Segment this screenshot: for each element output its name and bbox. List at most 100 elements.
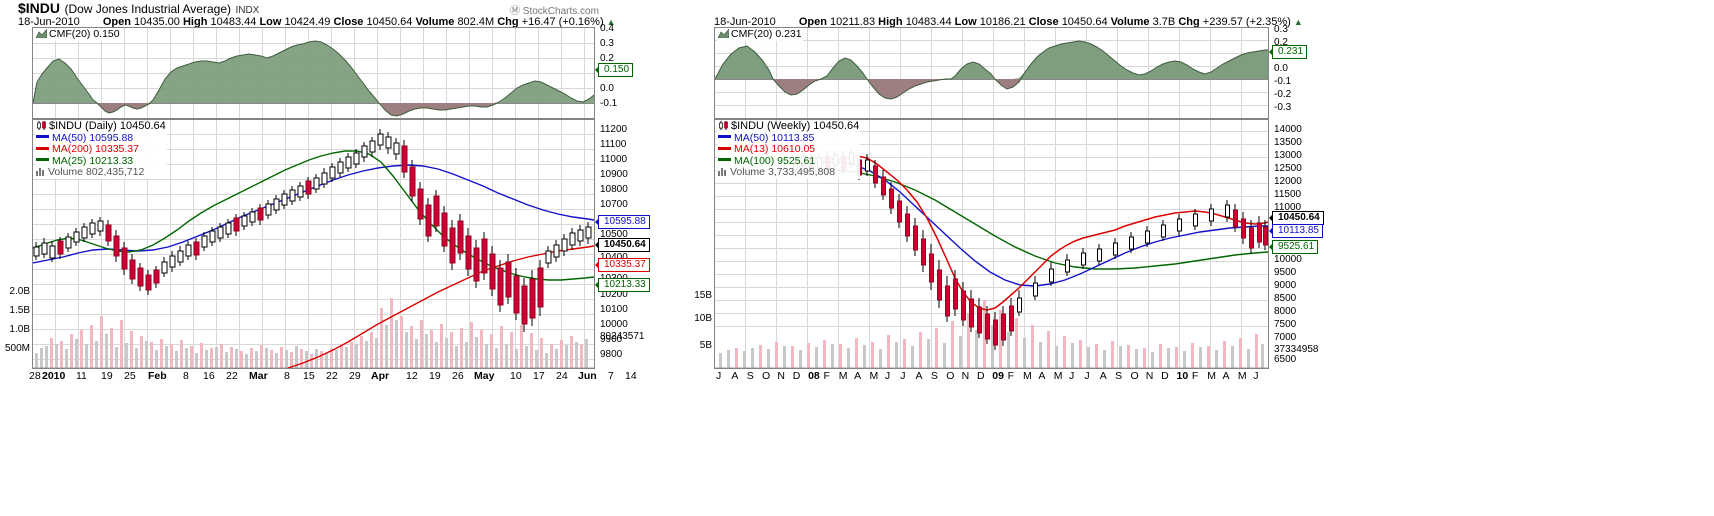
x-tick: 24 xyxy=(556,370,568,382)
weekly-cmf-plot xyxy=(715,28,1268,118)
x-tick: J xyxy=(1253,370,1259,382)
price-ytick: 7500 xyxy=(1274,319,1297,330)
price-ytick: 10200 xyxy=(600,289,628,300)
daily-symbol: $INDU xyxy=(18,0,61,16)
weekly-price-title: $INDU (Weekly) 10450.64 xyxy=(731,120,860,132)
stockcharts-watermark: Ⓜ StockCharts.com xyxy=(510,2,599,17)
weekly-volume-bars xyxy=(715,300,1268,368)
x-tick: 28 xyxy=(29,370,41,382)
price-ytick: 13000 xyxy=(1274,150,1302,161)
price-ytick: 12500 xyxy=(1274,163,1302,174)
weekly-ma2-row: MA(13) 10610.05 xyxy=(718,143,859,156)
volume-ytick: 1.0B xyxy=(9,324,30,335)
weekly-ma1-row: MA(50) 10113.85 xyxy=(718,131,859,145)
daily-chg-label: Chg xyxy=(497,16,519,28)
daily-low-value: 10424.49 xyxy=(284,16,331,28)
cmf-ytick: 0.3 xyxy=(1274,24,1288,35)
candlestick-icon xyxy=(718,121,729,130)
daily-close-flag: 10450.64 xyxy=(595,238,650,252)
x-tick: Mar xyxy=(249,370,268,382)
daily-volume-label: Volume 802,435,712 xyxy=(48,166,145,178)
x-tick: 10 xyxy=(1176,370,1189,382)
weekly-price-panel: $INDU (Weekly) 10450.64 MA(50) 10113.85 … xyxy=(714,119,1269,369)
watermark-text: StockCharts.com xyxy=(522,6,599,17)
daily-high-value: 10483.44 xyxy=(210,16,257,28)
cmf-ytick: 0.3 xyxy=(600,38,614,49)
volume-ytick: 15B xyxy=(694,290,712,301)
weekly-cmf-label: CMF(20) 0.231 xyxy=(731,28,802,40)
price-ytick: 11000 xyxy=(600,154,628,165)
daily-cmf-plot xyxy=(33,28,594,118)
daily-high-label: High xyxy=(182,16,208,28)
x-tick: N xyxy=(961,370,970,382)
daily-quote-line: 18-Jun-2010 Open 10435.00 High 10483.44 … xyxy=(18,16,616,28)
daily-ma1-label: MA(50) 10595.88 xyxy=(52,131,134,144)
weekly-ma1-label: MA(50) 10113.85 xyxy=(734,131,815,144)
x-tick: Feb xyxy=(148,370,167,382)
price-ytick: 11500 xyxy=(1274,189,1302,200)
x-tick: M xyxy=(838,370,848,382)
daily-chart-title: $INDU (Dow Jones Industrial Average) IND… xyxy=(18,0,259,18)
price-ytick: 10000 xyxy=(1274,254,1302,265)
ma200-swatch xyxy=(36,146,49,150)
ma50-swatch xyxy=(36,135,49,139)
weekly-close-label: Close xyxy=(1028,16,1059,28)
x-tick: J xyxy=(900,370,906,382)
x-tick: S xyxy=(930,370,938,382)
price-ytick: 11200 xyxy=(600,124,628,135)
cmf-ytick: 0.0 xyxy=(1274,63,1288,74)
x-tick: 19 xyxy=(429,370,441,382)
weekly-ma2-label: MA(13) 10610.05 xyxy=(734,143,816,155)
price-ytick: 8000 xyxy=(1274,306,1297,317)
price-ytick: 9800 xyxy=(600,349,623,360)
price-ytick: 10700 xyxy=(600,199,628,210)
weekly-volume-value: 3.7B xyxy=(1152,16,1176,28)
volume-ytick: 500M xyxy=(4,343,30,354)
x-tick: 12 xyxy=(406,370,418,382)
x-tick: May xyxy=(474,370,495,382)
daily-cmf-value-flag: 0.150 xyxy=(594,63,634,77)
x-tick: A xyxy=(854,370,862,382)
daily-ma3-row: MA(25) 10213.33 xyxy=(36,155,166,168)
x-tick: F xyxy=(823,370,830,382)
x-tick: S xyxy=(746,370,754,382)
daily-volume-label: Volume xyxy=(415,16,455,28)
weekly-low-value: 10186.21 xyxy=(979,16,1026,28)
x-tick: 19 xyxy=(101,370,113,382)
x-tick: Apr xyxy=(371,370,390,382)
daily-close-label: Close xyxy=(333,16,364,28)
x-tick: F xyxy=(1007,370,1015,382)
x-tick: 17 xyxy=(533,370,545,382)
weekly-ma13-line xyxy=(796,155,1268,311)
daily-price-title: $INDU (Daily) 10450.64 xyxy=(49,120,166,132)
daily-volume-flag: 80243571 xyxy=(600,331,645,342)
daily-volume-row: Volume 802,435,712 xyxy=(36,166,166,179)
weekly-close-value: 10450.64 xyxy=(1061,16,1108,28)
volume-bars-icon xyxy=(36,167,46,176)
daily-ma2-row: MA(200) 10335.37 xyxy=(36,143,166,156)
cmf-ytick: -0.2 xyxy=(1274,89,1292,100)
weekly-price-plot xyxy=(715,120,1268,368)
daily-price-plot xyxy=(33,120,594,368)
cmf-ytick: 0.2 xyxy=(600,53,614,64)
x-tick: A xyxy=(1222,370,1230,382)
x-tick: 11 xyxy=(76,370,87,382)
x-tick: M xyxy=(1207,370,1216,382)
x-tick: M xyxy=(1053,370,1063,382)
cmf-ytick: -0.1 xyxy=(1274,76,1292,87)
x-tick: 26 xyxy=(452,370,464,382)
weekly-high-value: 10483.44 xyxy=(905,16,952,28)
weekly-volume-row: Volume 3,733,495,808 xyxy=(718,166,859,179)
ma100-swatch xyxy=(718,158,731,162)
daily-price-legend: $INDU (Daily) 10450.64 MA(50) 10595.88 M… xyxy=(35,120,167,179)
price-ytick: 10800 xyxy=(600,184,628,195)
daily-ma50-flag: 10595.88 xyxy=(595,215,650,229)
x-tick: M xyxy=(1237,370,1247,382)
daily-volume-bars xyxy=(33,298,594,368)
x-tick: J xyxy=(884,370,891,382)
x-tick: 2010 xyxy=(42,370,66,382)
x-tick: N xyxy=(1145,370,1154,382)
daily-chg-up-arrow: ▲ xyxy=(606,17,616,27)
price-ytick: 8500 xyxy=(1274,293,1297,304)
price-ytick: 14000 xyxy=(1274,124,1302,135)
